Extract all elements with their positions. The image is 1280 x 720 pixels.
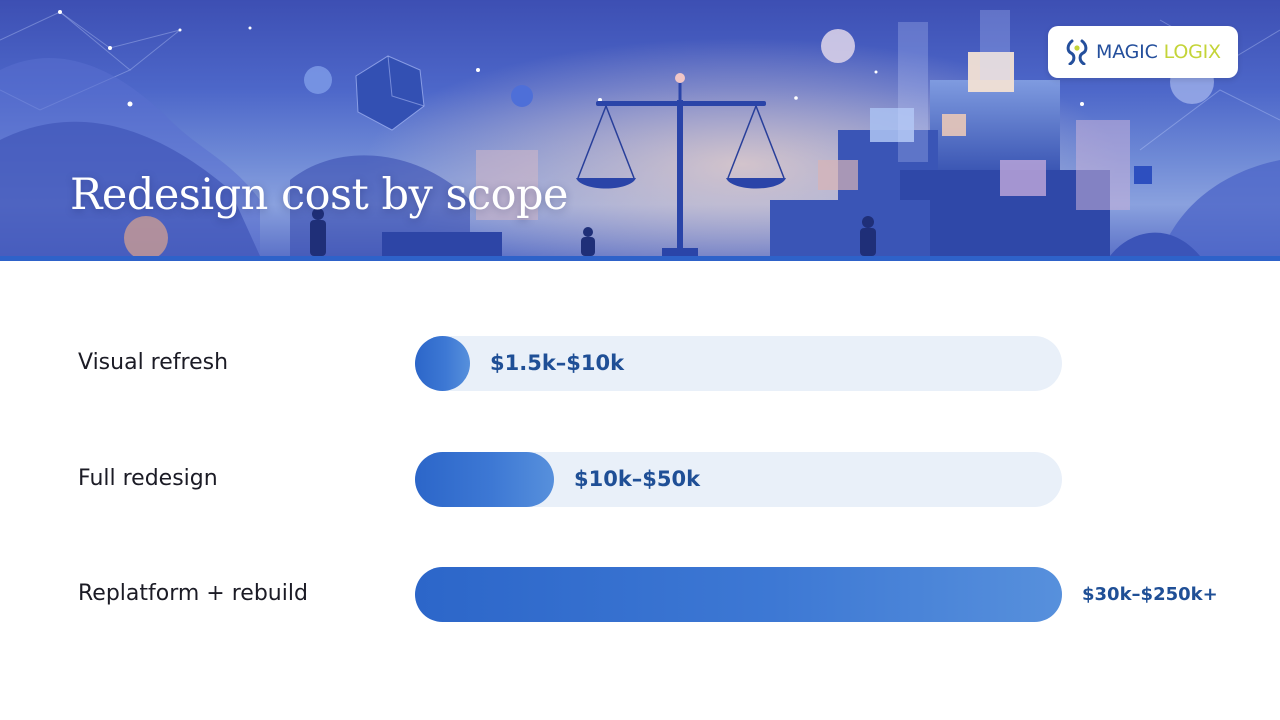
scales-of-justice-illustration-icon [0, 10, 1280, 256]
header-banner: Redesign cost by scope MAGIC LOGIX [0, 0, 1280, 256]
brand-wordmark: MAGIC LOGIX [1096, 41, 1221, 63]
bar [415, 336, 470, 391]
bar [415, 451, 554, 507]
magic-logix-logo-icon [1066, 39, 1088, 65]
bar [415, 567, 1062, 622]
banner-divider [0, 256, 1280, 261]
brand-wordmark-part1: MAGIC [1096, 41, 1158, 63]
bar-track [415, 567, 1062, 622]
bar-track [415, 336, 1062, 391]
value-label: $30k–$250k+ [1082, 584, 1218, 605]
value-label: $10k–$50k [574, 466, 701, 491]
category-label: Replatform + rebuild [78, 581, 308, 606]
value-label: $1.5k–$10k [490, 351, 625, 375]
brand-wordmark-part2: LOGIX [1163, 41, 1221, 63]
category-label: Full redesign [78, 465, 218, 491]
bar-track [415, 451, 1062, 507]
category-label: Visual refresh [78, 350, 229, 375]
page-title: Redesign cost by scope [70, 170, 569, 220]
brand-logo[interactable]: MAGIC LOGIX [1048, 26, 1238, 78]
